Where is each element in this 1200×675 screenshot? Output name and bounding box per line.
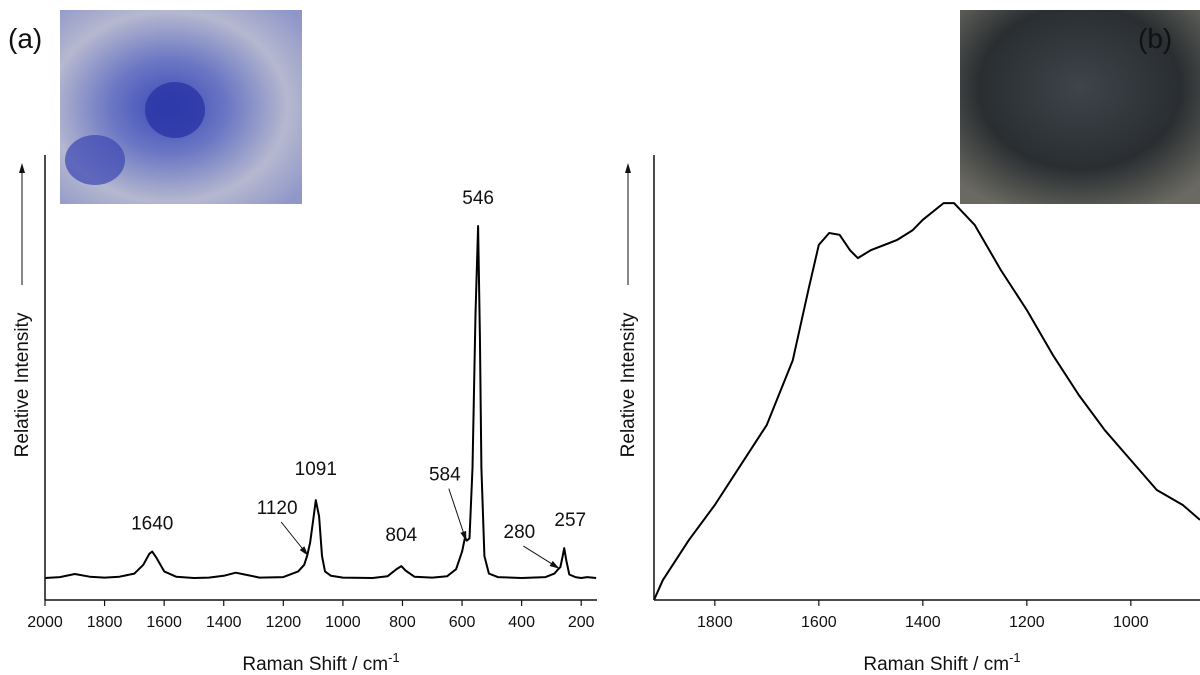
x-axis-label-text: Raman Shift / cm: [242, 654, 388, 675]
x-tick-label: 200: [568, 614, 595, 631]
x-axis-label: Raman Shift / cm-1: [863, 650, 1020, 675]
x-tick-label: 1800: [697, 614, 733, 631]
peak-label: 1120: [257, 498, 298, 519]
x-tick-label: 800: [389, 614, 416, 631]
x-axis-label-text: Raman Shift / cm: [863, 654, 1009, 675]
peak-label: 280: [504, 522, 536, 543]
x-tick-label: 1600: [146, 614, 182, 631]
panel-label: (a): [8, 23, 42, 54]
spectrum-line: [653, 202, 1200, 601]
peak-label: 804: [385, 525, 417, 546]
peak-label: 584: [429, 465, 461, 486]
x-tick-label: 400: [508, 614, 535, 631]
panel-label: (b): [1138, 23, 1172, 54]
spectrum-line: [44, 225, 597, 579]
x-tick-label: 1000: [325, 614, 361, 631]
y-axis-label: Relative Intensity: [618, 312, 639, 457]
x-tick-label: 1200: [266, 614, 302, 631]
peak-label: 546: [462, 188, 494, 209]
x-axis-label-sup: -1: [1009, 650, 1021, 665]
peak-label: 1640: [131, 514, 173, 535]
x-tick-label: 2000: [27, 614, 63, 631]
x-tick-label: 1400: [905, 614, 941, 631]
peak-label: 257: [554, 510, 586, 531]
y-axis-label: Relative Intensity: [12, 312, 33, 457]
sample-photo: [960, 10, 1200, 204]
x-tick-label: 1600: [801, 614, 837, 631]
x-tick-label: 1800: [87, 614, 123, 631]
plots: 1640 1120 1091 804 584 546 280 257 2000 1800 1600 1…: [8, 23, 1200, 675]
x-tick-label: 1200: [1009, 614, 1045, 631]
peak-label: 1091: [295, 459, 337, 480]
x-axis-label: Raman Shift / cm-1: [242, 650, 399, 675]
peak-arrow: [448, 488, 467, 542]
x-tick-label: 1400: [206, 614, 242, 631]
x-axis-label-sup: -1: [388, 650, 400, 665]
peak-arrow: [280, 521, 309, 556]
peak-arrow: [523, 545, 560, 569]
x-tick-label: 1000: [1113, 614, 1149, 631]
photo-detail: [65, 135, 125, 185]
x-tick-label: 600: [449, 614, 476, 631]
photo-detail: [145, 82, 205, 138]
